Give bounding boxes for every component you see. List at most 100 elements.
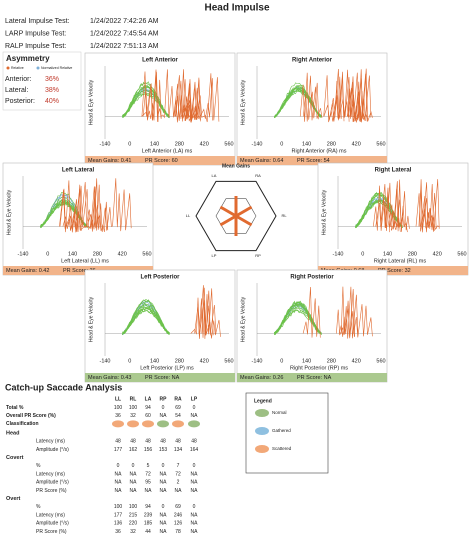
- y-label: Head & Eye Velocity: [240, 296, 246, 342]
- trace: [190, 297, 211, 336]
- cell: 246: [174, 512, 183, 518]
- trace: [274, 301, 322, 335]
- cell: 54: [175, 413, 181, 419]
- x-tick-label: 0: [280, 141, 283, 147]
- y-label: Head & Eye Velocity: [88, 79, 94, 125]
- row-label: Amplitude (°/s): [36, 447, 69, 453]
- x-tick-label: 560: [224, 358, 233, 364]
- trace: [175, 86, 192, 121]
- trace: [79, 178, 99, 230]
- legend-label: Normal: [272, 410, 287, 415]
- cell: 7: [177, 463, 180, 469]
- cell: 44: [145, 529, 151, 535]
- mg-label: LA: [212, 173, 217, 178]
- traces: [274, 68, 373, 123]
- cell: NA: [160, 529, 168, 535]
- cell: 2: [177, 480, 180, 486]
- cell: 0: [117, 463, 120, 469]
- row-label: %: [36, 463, 41, 469]
- x-tick-label: 0: [128, 358, 131, 364]
- row-label: %: [36, 504, 41, 510]
- traces: [122, 285, 221, 339]
- x-tick-label: 420: [200, 141, 209, 147]
- x-tick-label: 140: [383, 251, 392, 257]
- cell: 78: [175, 529, 181, 535]
- x-tick-label: 280: [175, 358, 184, 364]
- mg-label: RL: [281, 213, 287, 218]
- section-title: Catch-up Saccade Analysis: [5, 382, 122, 392]
- trace: [112, 178, 132, 232]
- x-tick-label: 420: [118, 251, 127, 257]
- cell: 36: [115, 529, 121, 535]
- x-tick-label: 140: [150, 358, 159, 364]
- cell: 94: [145, 405, 151, 411]
- cell: 164: [190, 447, 199, 453]
- trace: [346, 73, 368, 123]
- x-tick-label: 140: [302, 358, 311, 364]
- y-label: Head & Eye Velocity: [321, 189, 327, 235]
- legend-swatch: [255, 427, 269, 435]
- trace: [303, 75, 323, 122]
- cell: NA: [115, 471, 123, 477]
- panel-title: Right Lateral: [375, 168, 412, 174]
- trace: [340, 286, 359, 339]
- cell: 72: [145, 471, 151, 477]
- asymmetry-box: [2, 51, 82, 111]
- asym-label: Lateral:: [5, 87, 28, 94]
- legend-dot: [6, 66, 10, 70]
- trace: [160, 69, 180, 121]
- x-tick-label: 140: [150, 141, 159, 147]
- x-tick-label: 0: [280, 358, 283, 364]
- trace: [353, 304, 373, 338]
- trace: [142, 69, 158, 122]
- row-label: Amplitude (°/s): [36, 480, 69, 486]
- cell: NA: [160, 413, 168, 419]
- cell: 69: [175, 504, 181, 510]
- cell: NA: [160, 521, 168, 527]
- asym-value: 36%: [45, 76, 59, 83]
- panel-title: Left Posterior: [140, 275, 180, 281]
- y-label: Head & Eye Velocity: [240, 79, 246, 125]
- row-label: Classification: [6, 421, 39, 427]
- cell: 136: [114, 521, 123, 527]
- asym-label: Posterior:: [5, 98, 35, 105]
- panel-title: Left Anterior: [142, 58, 178, 64]
- class-marker: [172, 420, 184, 428]
- cell: 94: [145, 504, 151, 510]
- cell: 0: [193, 463, 196, 469]
- score-bar: [85, 156, 235, 165]
- cell: 100: [114, 405, 123, 411]
- panel-title: Left Lateral: [62, 168, 95, 174]
- cell: NA: [115, 480, 123, 486]
- cell: 72: [175, 471, 181, 477]
- cell: 5: [147, 463, 150, 469]
- test-name: RALP Impulse Test:: [5, 43, 66, 50]
- trace: [418, 182, 440, 233]
- cell: NA: [191, 480, 199, 486]
- group-label: Overt: [6, 496, 21, 502]
- cell: 0: [162, 504, 165, 510]
- x-label: Right Lateral (RL) ms: [374, 258, 427, 264]
- cell: NA: [160, 480, 168, 486]
- mg-label: LL: [186, 213, 191, 218]
- panel: [236, 269, 388, 383]
- pr-score: PR Score: 36: [63, 268, 96, 274]
- cell: 134: [174, 447, 183, 453]
- traces: [355, 179, 440, 233]
- x-label: Right Posterior (RP) ms: [290, 365, 348, 371]
- trace: [323, 75, 342, 123]
- x-tick-label: 560: [457, 251, 466, 257]
- cell: 95: [145, 480, 151, 486]
- legend-swatch: [255, 445, 269, 453]
- trace: [141, 70, 162, 121]
- x-tick-label: 280: [93, 251, 102, 257]
- cell: NA: [191, 488, 199, 494]
- class-marker: [127, 420, 139, 428]
- cell: 156: [144, 447, 153, 453]
- cell: 69: [175, 405, 181, 411]
- cell: 0: [162, 405, 165, 411]
- cell: 48: [145, 439, 151, 445]
- cell: 215: [129, 512, 138, 518]
- cell: NA: [160, 488, 168, 494]
- x-tick-label: 420: [433, 251, 442, 257]
